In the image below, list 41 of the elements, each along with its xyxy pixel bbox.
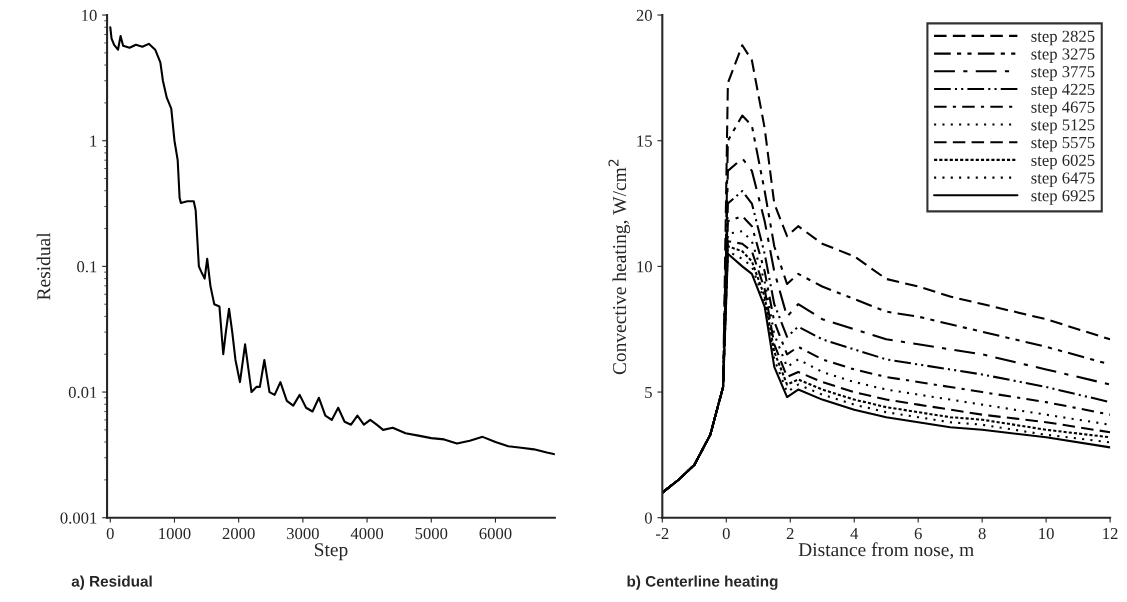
x-tick-label: 6 [914, 527, 922, 540]
legend-label: step 4225 [1031, 83, 1095, 99]
legend-label: step 6025 [1031, 154, 1095, 170]
legend-label: step 4675 [1031, 101, 1095, 117]
x-tick-label: 4 [850, 528, 859, 540]
y-tick-label: 0.001 [60, 512, 97, 524]
y-tick-label: 20 [636, 9, 652, 21]
x-axis-title: Step [314, 543, 348, 561]
y-tick-label: 0.1 [77, 261, 97, 273]
x-tick-label: 6000 [479, 527, 512, 540]
y-tick-label: 0.01 [68, 386, 97, 399]
x-axis-title: Distance from nose, m [798, 542, 974, 560]
x-tick-label: 0 [722, 527, 730, 540]
y-tick-label: 0 [644, 512, 652, 524]
legend-label: step 6925 [1031, 190, 1095, 205]
x-tick-label: 2 [786, 527, 794, 540]
x-tick-label: 0 [106, 527, 114, 540]
x-tick-label: 1000 [159, 527, 191, 540]
legend-label: step 3775 [1031, 66, 1095, 81]
x-tick-label: -2 [655, 527, 669, 540]
x-tick-label: 5000 [415, 527, 448, 540]
x-tick-label: 10 [1039, 527, 1054, 540]
legend-label: step 3275 [1031, 48, 1095, 63]
y-axis-title: Convective heating, W/cm$^{2}$ [608, 159, 631, 375]
legend-label: step 5125 [1031, 119, 1095, 134]
x-tick-label: 2000 [222, 527, 255, 540]
x-tick-label: 4000 [350, 527, 384, 540]
x-tick-label: 3000 [287, 527, 319, 540]
legend-label: step 5575 [1031, 137, 1095, 152]
x-tick-label: 12 [1103, 527, 1118, 540]
y-tick-label: 10 [82, 9, 97, 21]
y-tick-label: 10 [637, 261, 652, 273]
y-tick-label: 5 [645, 386, 652, 398]
y-tick-label: 1 [90, 135, 97, 147]
text: b) Centerline heating [627, 575, 778, 590]
y-axis-title: Residual [36, 232, 51, 300]
legend-label: step 2825 [1031, 30, 1095, 46]
y-tick-label: 15 [637, 135, 652, 147]
x-tick-label: 8 [978, 527, 986, 540]
legend-label: step 6475 [1031, 172, 1095, 187]
text: a) Residual [71, 575, 152, 590]
